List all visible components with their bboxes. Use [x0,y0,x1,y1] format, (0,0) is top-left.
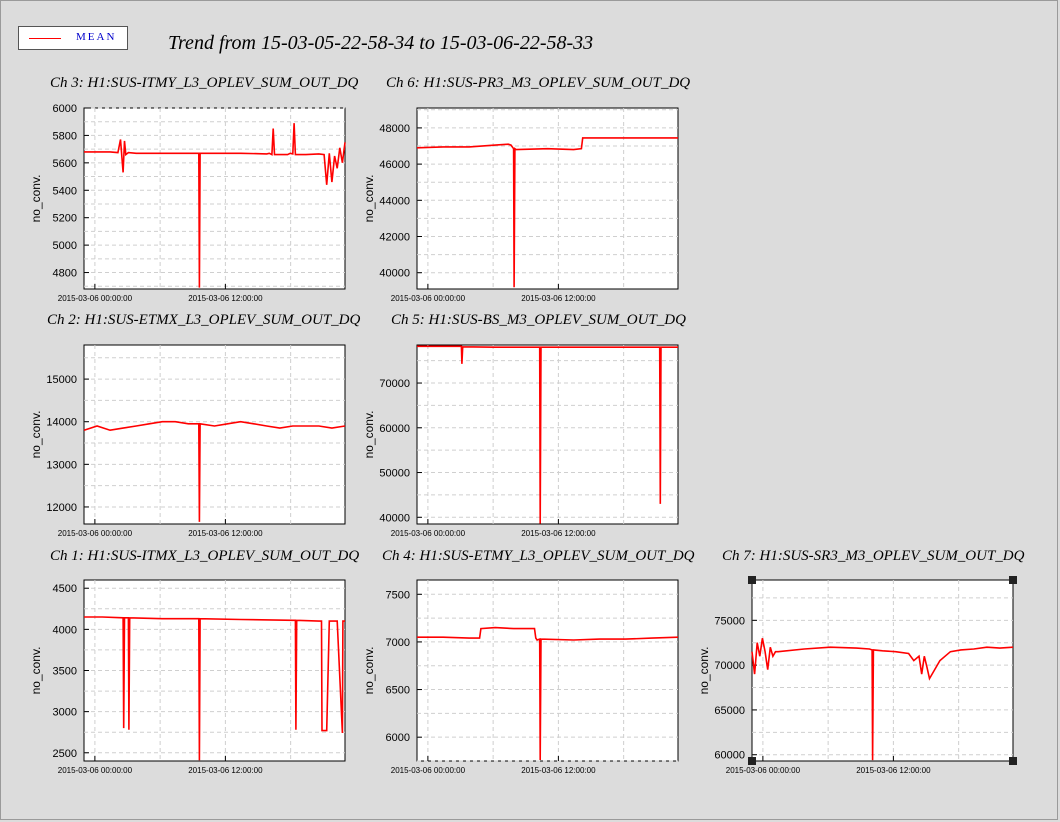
chart-6: 6000 6500 7000 7500 2015-03-06 00:00:00 2015-… [362,579,679,775]
plot-area [83,107,346,290]
series-line-mean [751,638,1014,761]
series-line-mean [416,137,678,288]
plot-area [751,579,1014,762]
x-tick-label: 2015-03-06 12:00:00 [188,766,263,775]
y-tick-label: 40000 [379,512,410,524]
y-tick-label: 5600 [53,158,77,170]
y-axis-label: no_conv. [697,647,711,695]
y-tick-label: 7500 [386,589,410,601]
y-tick-label: 46000 [379,159,410,171]
y-tick-label: 70000 [379,378,410,390]
y-tick-label: 7000 [386,637,410,649]
y-tick-label: 12000 [46,502,77,514]
chart-4: 40000 50000 60000 70000 2015-03-06 00:00:00 2… [362,344,679,538]
chart-7[interactable]: 60000 65000 70000 75000 2015-03-06 00:00:00 2… [697,579,1014,775]
legend-swatch [29,38,61,39]
chart-title-4: Ch 5: H1:SUS-BS_M3_OPLEV_SUM_OUT_DQ [391,312,686,328]
y-tick-label: 48000 [379,123,410,135]
y-tick-label: 4500 [53,583,77,595]
y-axis-label: no_conv. [362,411,376,459]
y-tick-label: 15000 [46,374,77,386]
x-tick-label: 2015-03-06 12:00:00 [521,529,596,538]
resize-handle[interactable] [1009,757,1017,765]
x-tick-label: 2015-03-06 00:00:00 [726,766,801,775]
y-tick-label: 6000 [386,732,410,744]
y-tick-label: 60000 [379,423,410,435]
y-tick-label: 60000 [714,750,745,762]
y-tick-label: 5800 [53,130,77,142]
series-line-mean [417,345,678,524]
chart-title-3: Ch 2: H1:SUS-ETMX_L3_OPLEV_SUM_OUT_DQ [47,312,361,328]
chart-title-7: Ch 7: H1:SUS-SR3_M3_OPLEV_SUM_OUT_DQ [722,548,1025,564]
chart-title-5: Ch 1: H1:SUS-ITMX_L3_OPLEV_SUM_OUT_DQ [50,548,360,564]
x-tick-label: 2015-03-06 12:00:00 [856,766,931,775]
y-tick-label: 5400 [53,185,77,197]
y-tick-label: 40000 [379,268,410,280]
plot-area [416,579,679,762]
chart-1: 4800 5000 5200 5400 5600 5800 6000 2015-03-06 0… [29,103,346,303]
y-tick-label: 4800 [53,268,77,280]
y-tick-label: 5200 [53,213,77,225]
x-tick-label: 2015-03-06 12:00:00 [521,766,596,775]
y-axis-label: no_conv. [362,175,376,223]
chart-2: 40000 42000 44000 46000 48000 2015-03-06 00:0… [362,107,679,303]
y-tick-label: 14000 [46,417,77,429]
y-axis-label: no_conv. [29,175,43,223]
chart-title-6: Ch 4: H1:SUS-ETMY_L3_OPLEV_SUM_OUT_DQ [382,548,695,564]
series-line-mean [417,626,679,761]
x-tick-label: 2015-03-06 00:00:00 [391,766,466,775]
x-tick-label: 2015-03-06 00:00:00 [58,766,133,775]
y-tick-label: 70000 [714,660,745,672]
resize-handle[interactable] [748,757,756,765]
chart-3: 12000 13000 14000 15000 2015-03-06 00:00:00 2… [29,344,346,538]
y-axis-label: no_conv. [29,647,43,695]
chart-5: 2500 3000 3500 4000 4500 2015-03-06 00:00:00 2… [29,579,346,775]
x-tick-label: 2015-03-06 00:00:00 [58,529,133,538]
x-tick-label: 2015-03-06 00:00:00 [391,294,466,303]
y-tick-label: 44000 [379,195,410,207]
y-tick-label: 42000 [379,232,410,244]
plot-area [83,344,346,525]
legend: MEAN [18,26,128,50]
plot-area [416,107,679,290]
plot-area [416,344,679,525]
series-line-mean [84,123,346,288]
x-tick-label: 2015-03-06 00:00:00 [391,529,466,538]
x-tick-label: 2015-03-06 12:00:00 [521,294,596,303]
y-axis-label: no_conv. [362,647,376,695]
chart-title-2: Ch 6: H1:SUS-PR3_M3_OPLEV_SUM_OUT_DQ [386,75,691,91]
y-tick-label: 4000 [53,624,77,636]
y-tick-label: 5000 [53,240,77,252]
y-tick-label: 75000 [714,615,745,627]
y-tick-label: 50000 [379,468,410,480]
page-title: Trend from 15-03-05-22-58-34 to 15-03-06… [168,32,594,54]
y-tick-label: 6000 [53,103,77,115]
resize-handle[interactable] [748,576,756,584]
chart-title-1: Ch 3: H1:SUS-ITMY_L3_OPLEV_SUM_OUT_DQ [50,75,359,91]
series-line-mean [83,420,346,522]
y-axis-label: no_conv. [29,411,43,459]
y-tick-label: 3500 [53,666,77,678]
x-tick-label: 2015-03-06 00:00:00 [58,294,133,303]
x-tick-label: 2015-03-06 12:00:00 [188,529,263,538]
y-tick-label: 2500 [53,748,77,760]
resize-handle[interactable] [1009,576,1017,584]
y-tick-label: 65000 [714,705,745,717]
legend-label: MEAN [76,31,117,43]
y-tick-label: 6500 [386,685,410,697]
y-tick-label: 3000 [53,707,77,719]
y-tick-label: 13000 [46,459,77,471]
series-line-mean [84,616,345,761]
x-tick-label: 2015-03-06 12:00:00 [188,294,263,303]
